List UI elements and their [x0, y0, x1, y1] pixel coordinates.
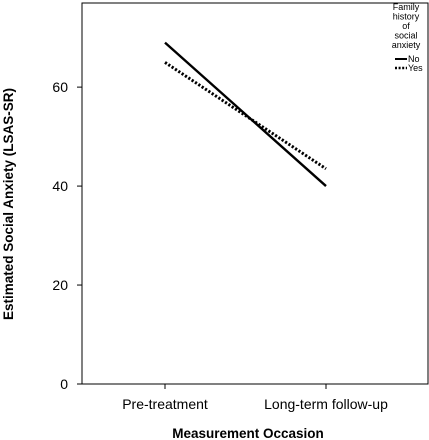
legend-title-line: of — [402, 21, 410, 31]
x-axis-title: Measurement Occasion — [172, 426, 324, 440]
series-line-no — [164, 41, 327, 187]
y-tick-label: 0 — [60, 376, 68, 392]
y-tick-label: 60 — [52, 79, 68, 95]
series-lines — [164, 41, 327, 187]
x-axis-ticks: Pre-treatment Long-term follow-up — [122, 384, 388, 412]
legend-label-yes: Yes — [408, 63, 423, 73]
series-line-yes — [164, 61, 327, 171]
legend-title-line: social — [394, 31, 417, 41]
legend-title-line: Family — [393, 2, 420, 12]
y-tick-label: 40 — [52, 178, 68, 194]
x-tick-label: Long-term follow-up — [264, 396, 388, 412]
x-tick-label: Pre-treatment — [122, 396, 208, 412]
y-axis-ticks: 0 20 40 60 — [52, 79, 82, 392]
legend-title-line: anxiety — [392, 40, 421, 50]
plot-border — [81, 2, 429, 385]
legend-title-line: history — [393, 12, 420, 22]
y-tick-label: 20 — [52, 277, 68, 293]
legend-label-no: No — [408, 54, 420, 64]
y-axis-title: Estimated Social Anxiety (LSAS-SR) — [1, 88, 16, 320]
plot-frame — [81, 2, 429, 385]
